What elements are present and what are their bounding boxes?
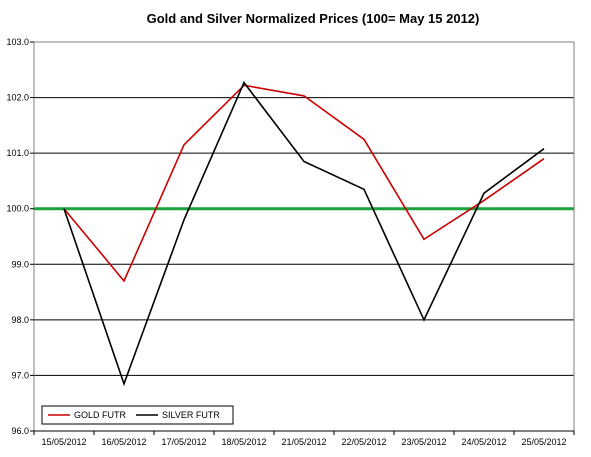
gridlines (34, 41, 574, 432)
y-tick-label: 97.0 (11, 370, 29, 380)
x-tick-label: 22/05/2012 (341, 437, 386, 447)
x-axis: 15/05/2012 16/05/2012 17/05/2012 18/05/2012… (33, 430, 575, 447)
x-tick-label: 15/05/2012 (41, 437, 86, 447)
x-tick-label: 17/05/2012 (161, 437, 206, 447)
x-tick-label: 25/05/2012 (521, 437, 566, 447)
y-tick-label: 98.0 (11, 315, 29, 325)
series-line-gold (63, 84, 545, 283)
y-tick-label: 103.0 (6, 37, 29, 47)
y-tick-label: 99.0 (11, 259, 29, 269)
x-tick-label: 16/05/2012 (101, 437, 146, 447)
y-tick-label: 101.0 (6, 148, 29, 158)
x-tick-label: 23/05/2012 (401, 437, 446, 447)
legend-label: SILVER FUTR (162, 410, 220, 420)
x-tick-label: 24/05/2012 (461, 437, 506, 447)
x-tick-label: 21/05/2012 (281, 437, 326, 447)
x-tick-label: 18/05/2012 (221, 437, 266, 447)
y-tick-label: 100.0 (6, 204, 29, 214)
series-line-silver (63, 81, 545, 387)
y-tick-label: 102.0 (6, 93, 29, 103)
legend-label: GOLD FUTR (74, 410, 127, 420)
y-tick-label: 96.0 (11, 426, 29, 436)
plot-area (33, 41, 575, 432)
legend: GOLD FUTR SILVER FUTR (41, 405, 234, 425)
series-layer (63, 81, 545, 387)
y-axis: 96.0 97.0 98.0 99.0 100.0 101.0 102.0 103.0 (6, 37, 34, 436)
chart-title: Gold and Silver Normalized Prices (100= … (147, 11, 480, 26)
